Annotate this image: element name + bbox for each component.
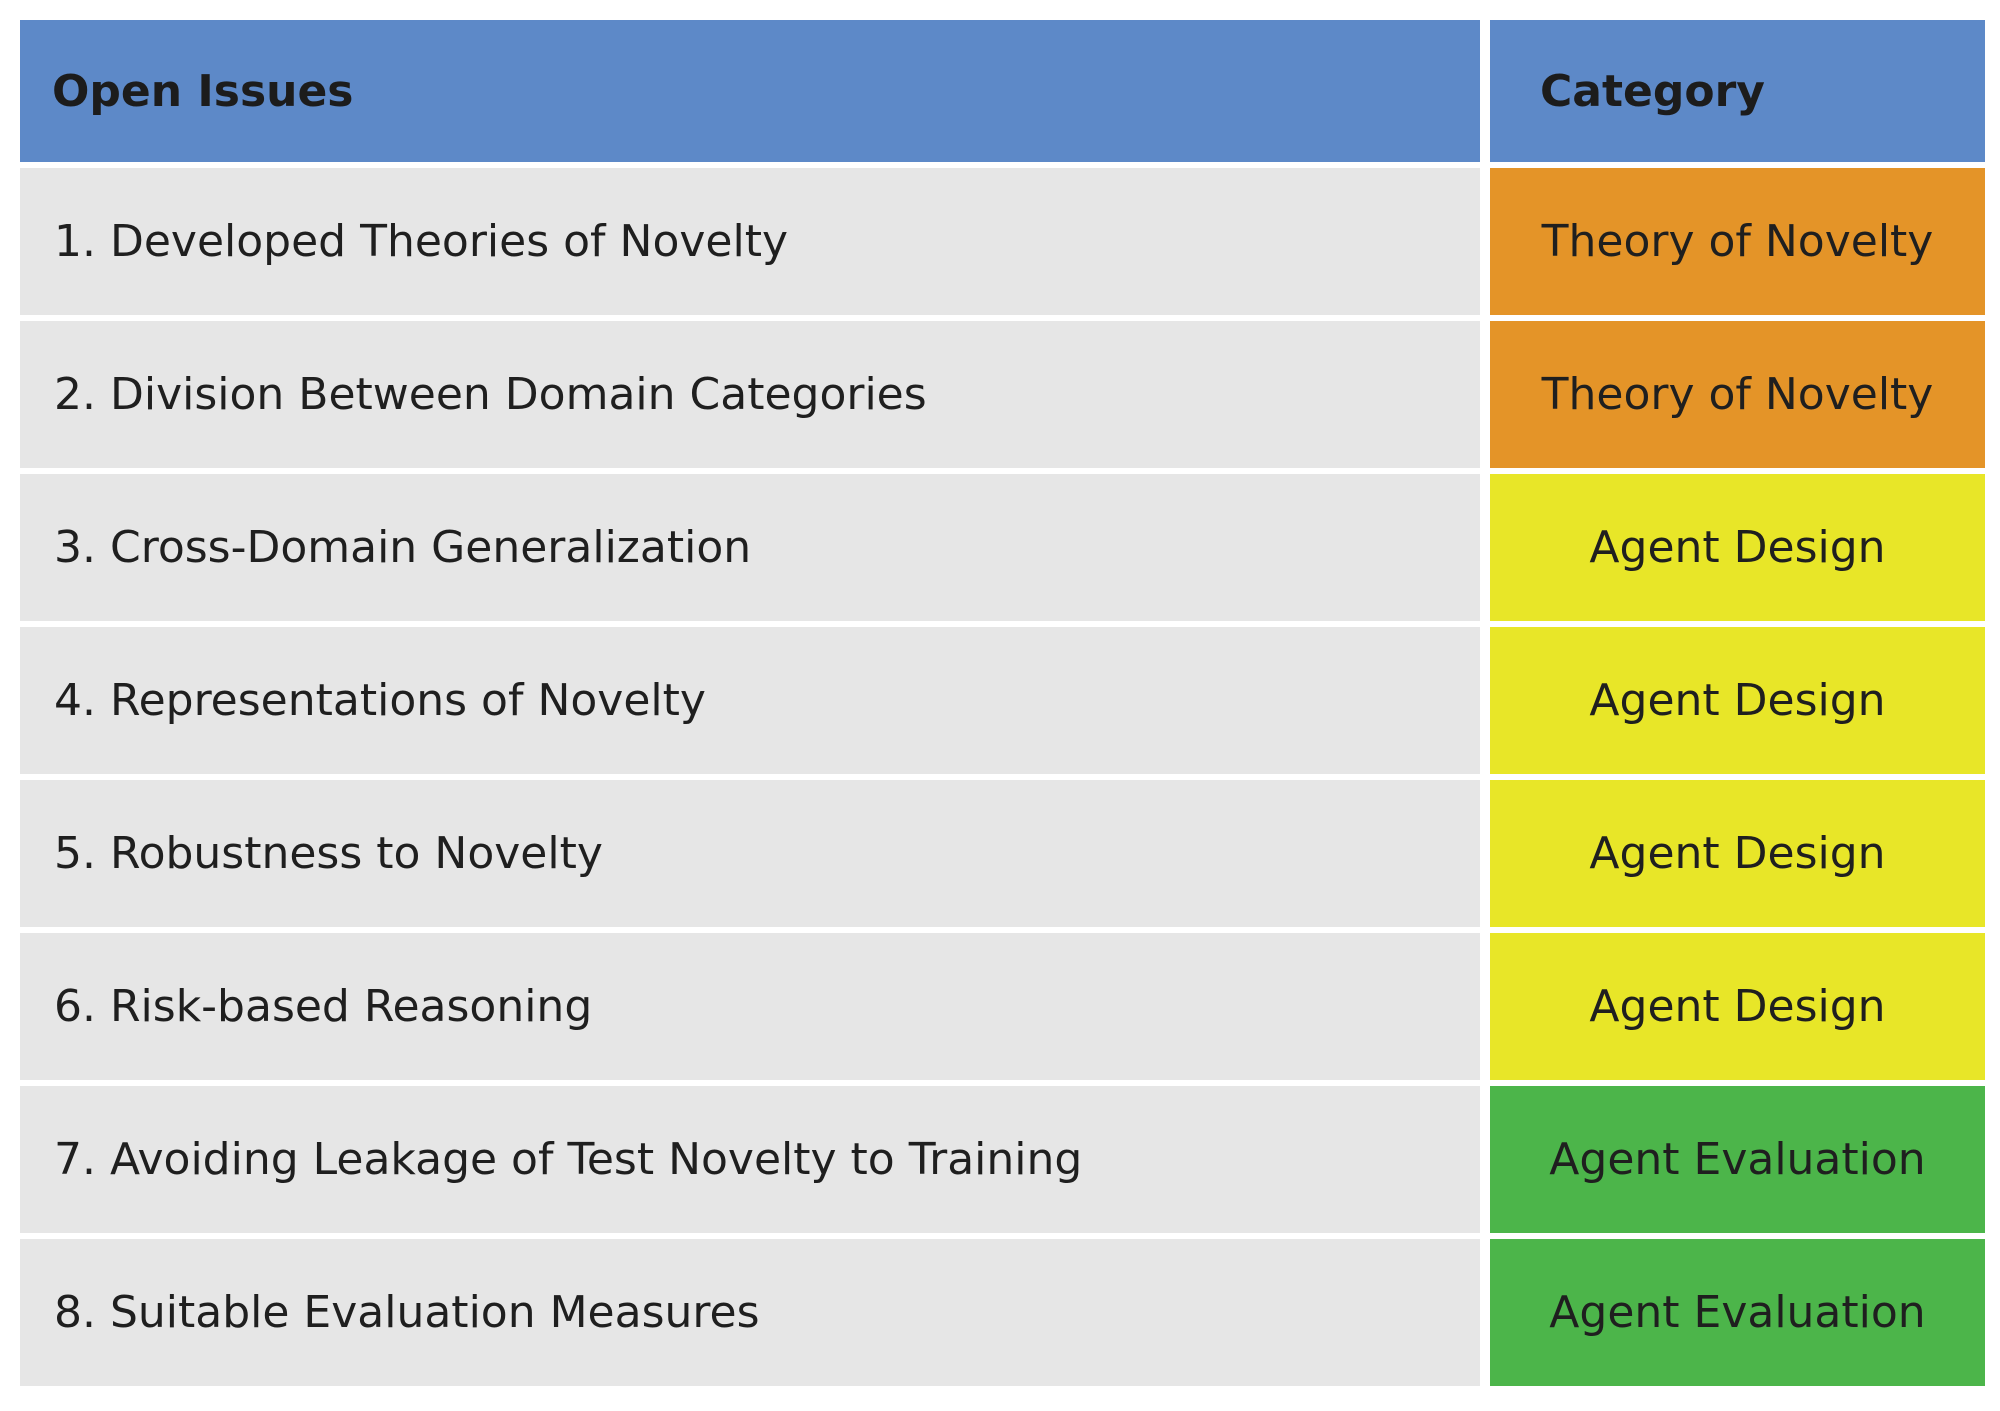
category-cell: Agent Evaluation bbox=[1490, 1239, 1985, 1386]
issue-cell: 7. Avoiding Leakage of Test Novelty to T… bbox=[20, 1086, 1480, 1233]
issue-cell: 4. Representations of Novelty bbox=[20, 627, 1480, 774]
issue-cell: 5. Robustness to Novelty bbox=[20, 780, 1480, 927]
issue-cell: 8. Suitable Evaluation Measures bbox=[20, 1239, 1480, 1386]
category-cell: Agent Design bbox=[1490, 627, 1985, 774]
category-cell: Theory of Novelty bbox=[1490, 321, 1985, 468]
category-cell: Agent Design bbox=[1490, 474, 1985, 621]
category-cell: Theory of Novelty bbox=[1490, 168, 1985, 315]
header-category: Category bbox=[1490, 20, 1985, 162]
category-cell: Agent Design bbox=[1490, 933, 1985, 1080]
header-open-issues: Open Issues bbox=[20, 20, 1480, 162]
category-cell: Agent Evaluation bbox=[1490, 1086, 1985, 1233]
issue-cell: 2. Division Between Domain Categories bbox=[20, 321, 1480, 468]
issue-cell: 3. Cross-Domain Generalization bbox=[20, 474, 1480, 621]
open-issues-table: Open Issues Category 1. Developed Theori… bbox=[20, 20, 1985, 1394]
issue-cell: 1. Developed Theories of Novelty bbox=[20, 168, 1480, 315]
category-cell: Agent Design bbox=[1490, 780, 1985, 927]
issue-cell: 6. Risk-based Reasoning bbox=[20, 933, 1480, 1080]
